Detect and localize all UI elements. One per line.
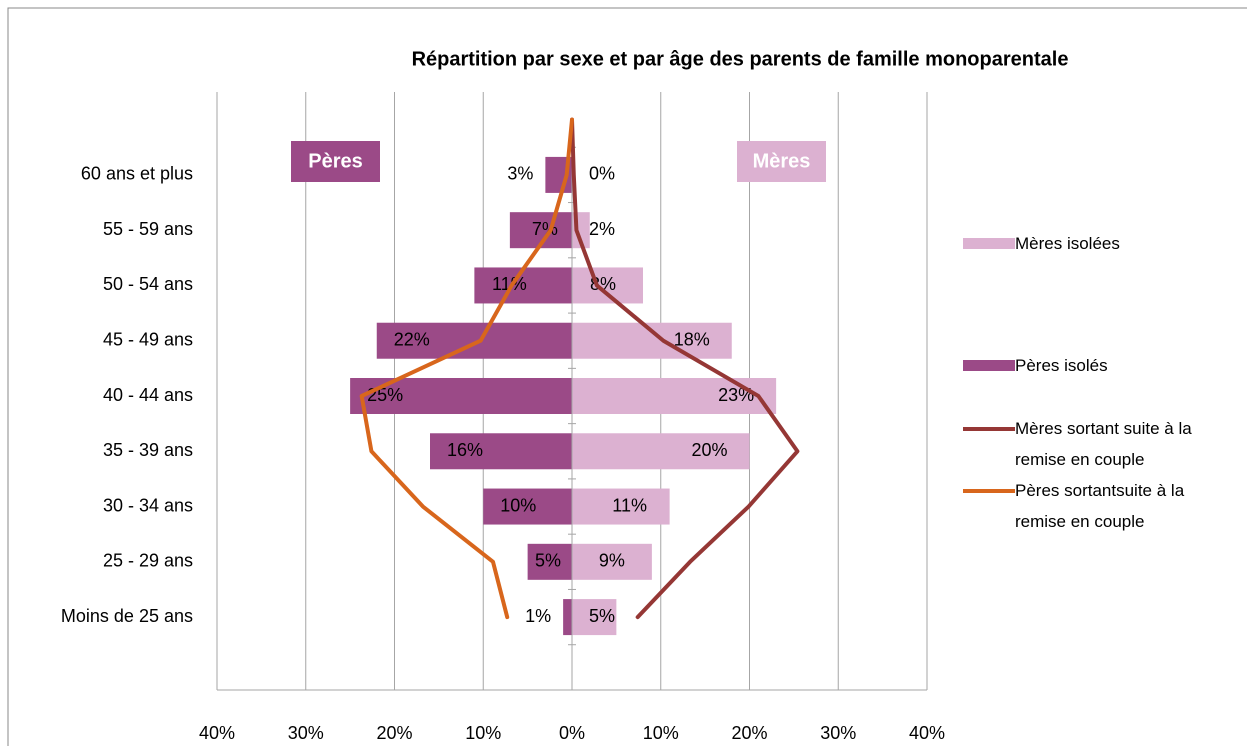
legend-label: Pères sortantsuite à la remise en couple	[1015, 481, 1185, 531]
bar	[572, 488, 670, 525]
x-tick-label: 0%	[559, 723, 585, 743]
x-tick-label: 20%	[731, 723, 767, 743]
data-label: 18%	[674, 329, 710, 349]
y-tick-label: 50 - 54 ans	[103, 274, 193, 294]
legend-key	[963, 489, 1015, 493]
y-tick-label: 45 - 49 ans	[103, 329, 193, 349]
legend-key	[963, 360, 1015, 371]
bar	[572, 599, 617, 636]
data-label: 1%	[525, 606, 551, 626]
x-tick-label: 30%	[820, 723, 856, 743]
data-label: 23%	[718, 385, 754, 405]
data-label: 16%	[447, 440, 483, 460]
legend-entry: Pères isolés	[963, 350, 1233, 381]
data-label: 20%	[691, 440, 727, 460]
y-tick-label: 60 ans et plus	[81, 164, 193, 184]
bar	[572, 378, 777, 414]
bar	[474, 267, 572, 304]
legend-key	[963, 427, 1015, 431]
legend-label: Mères sortant suite à la remise en coupl…	[1015, 419, 1192, 469]
line	[359, 117, 574, 620]
data-label: 5%	[535, 551, 561, 571]
bar	[572, 543, 652, 580]
x-tick-label: 30%	[288, 723, 324, 743]
data-label: 22%	[394, 329, 430, 349]
data-label: 0%	[589, 164, 615, 184]
x-tick-label: 40%	[909, 723, 945, 743]
x-tick-label: 10%	[465, 723, 501, 743]
line	[570, 117, 800, 620]
chart-frame	[7, 7, 1247, 746]
bar	[572, 267, 643, 304]
x-tick-label: 10%	[643, 723, 679, 743]
annotation: Mères	[753, 150, 811, 172]
y-tick-label: Moins de 25 ans	[61, 606, 193, 626]
legend-label: Mères isolées	[1015, 234, 1120, 253]
data-label: 3%	[507, 164, 533, 184]
data-label: 25%	[367, 385, 403, 405]
data-label: 11%	[612, 495, 647, 515]
legend-key	[963, 238, 1015, 249]
y-tick-label: 30 - 34 ans	[103, 495, 193, 515]
legend-entry: Pères sortantsuite à la remise en couple	[963, 475, 1233, 537]
y-tick-label: 25 - 29 ans	[103, 551, 193, 571]
legend-entry: Mères isolées	[963, 228, 1233, 259]
y-tick-label: 35 - 39 ans	[103, 440, 193, 460]
legend-label: Pères isolés	[1015, 356, 1108, 375]
bar	[483, 488, 572, 525]
annotation-box	[291, 141, 380, 182]
annotation: Pères	[308, 150, 363, 172]
data-label: 2%	[589, 219, 615, 239]
bar	[376, 322, 572, 359]
y-tick-label: 40 - 44 ans	[103, 385, 193, 405]
annotation-box	[737, 141, 826, 182]
chart-title: Répartition par sexe et par âge des pare…	[412, 48, 1069, 70]
x-tick-label: 40%	[199, 723, 235, 743]
legend-entry: Mères sortant suite à la remise en coupl…	[963, 413, 1233, 475]
bar	[563, 599, 572, 636]
y-tick-label: 55 - 59 ans	[103, 219, 193, 239]
bar	[527, 543, 572, 580]
data-label: 5%	[589, 606, 615, 626]
bar	[430, 433, 572, 470]
bar	[572, 433, 750, 470]
data-label: 9%	[599, 551, 625, 571]
data-label: 10%	[500, 495, 536, 515]
x-tick-label: 20%	[376, 723, 412, 743]
